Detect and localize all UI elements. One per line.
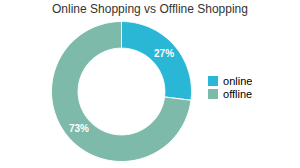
svg-text:73%: 73% (69, 123, 89, 134)
html-text:Online Shopping vs Offline Sho: Online Shopping vs Offline Shopping (52, 2, 248, 16)
html-text:offline: offline (223, 88, 253, 101)
svg-text:27%: 27% (154, 48, 174, 59)
html-text:online: online (223, 75, 253, 88)
